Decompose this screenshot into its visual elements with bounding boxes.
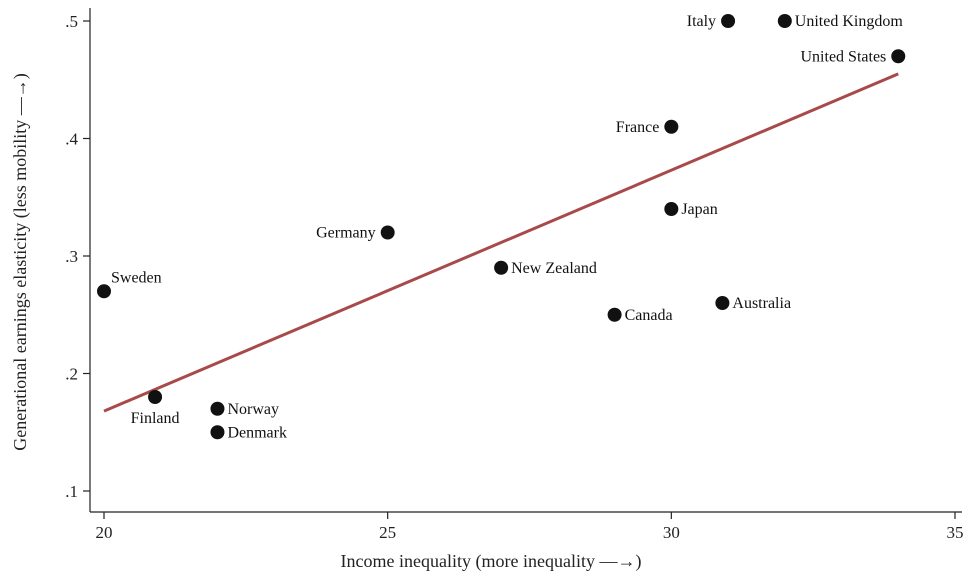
- data-point: [380, 225, 395, 240]
- axes: .1 .2 .3 .4 .5 20 25 30 35: [65, 8, 964, 542]
- y-tick-label: .3: [65, 247, 78, 266]
- point-labels: Italy United Kingdom United States France Ja…: [111, 13, 903, 441]
- x-axis-title: Income inequality (more inequality —→): [341, 551, 642, 572]
- data-point: [777, 14, 792, 28]
- point-label: United Kingdom: [795, 13, 904, 30]
- y-tick-label: .4: [65, 130, 78, 149]
- point-label: Denmark: [227, 424, 287, 441]
- data-point: [715, 296, 730, 310]
- point-label: Norway: [227, 401, 279, 418]
- point-label: New Zealand: [511, 260, 597, 277]
- point-label: United States: [801, 48, 887, 65]
- fit-line: [103, 72, 899, 413]
- data-point: [664, 202, 679, 216]
- x-tick-label: 35: [947, 523, 964, 542]
- fit-line-group: [103, 72, 899, 413]
- x-tick-label: 20: [96, 523, 113, 542]
- point-label: Sweden: [111, 269, 162, 286]
- data-point: [721, 14, 736, 28]
- point-label: Germany: [316, 225, 376, 242]
- data-point: [664, 119, 679, 134]
- data-points: [97, 14, 906, 440]
- data-point: [210, 425, 225, 440]
- point-label: Finland: [131, 410, 180, 427]
- x-tick-label: 30: [663, 523, 680, 542]
- y-tick-label: .1: [65, 482, 78, 501]
- point-label: Italy: [687, 13, 716, 30]
- y-axis-title: Generational earnings elasticity (less m…: [10, 73, 31, 450]
- y-tick-label: .2: [65, 365, 78, 384]
- data-point: [607, 307, 622, 322]
- data-point: [148, 390, 163, 404]
- point-label: Canada: [625, 307, 673, 324]
- data-point: [494, 260, 509, 275]
- data-point: [210, 401, 225, 416]
- x-tick-label: 25: [379, 523, 396, 542]
- data-point: [97, 284, 111, 299]
- point-label: Japan: [681, 201, 717, 218]
- data-point: [891, 49, 906, 64]
- point-label: France: [616, 119, 660, 136]
- y-tick-label: .5: [65, 12, 78, 31]
- point-label: Australia: [732, 295, 791, 312]
